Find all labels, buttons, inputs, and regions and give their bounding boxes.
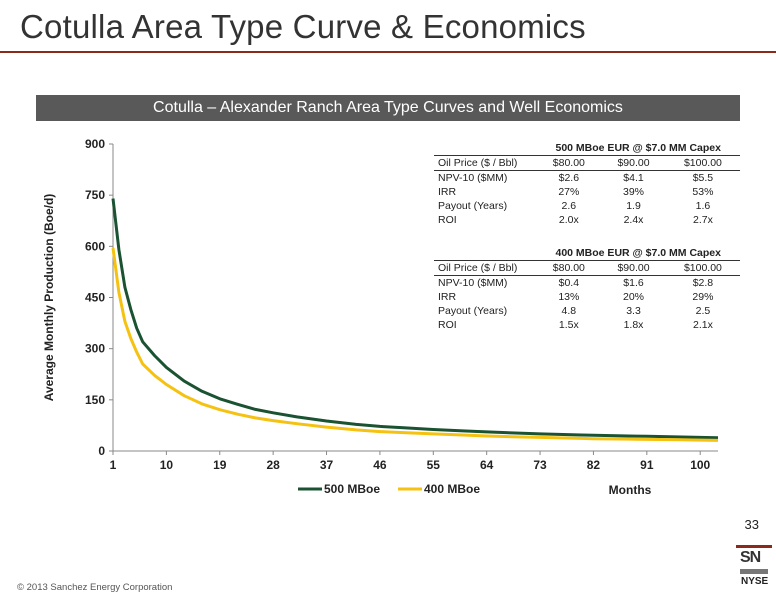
table-cell: 2.4x <box>623 214 644 226</box>
table-cell: 27% <box>558 186 580 198</box>
table-column-header: $90.00 <box>601 260 666 276</box>
x-tick-label: 55 <box>427 458 441 472</box>
x-tick-label: 46 <box>373 458 387 472</box>
row-label: ROI <box>438 214 457 226</box>
row-label: ROI <box>438 319 457 331</box>
table-row: NPV-10 ($MM) $2.6 $4.1 $5.5 <box>434 171 740 186</box>
table-row: IRR 27% 39% 53% <box>434 185 740 199</box>
x-tick-label: 37 <box>320 458 334 472</box>
logo-wordmark <box>740 569 768 574</box>
table-column-header: $80.00 <box>536 260 602 276</box>
x-tick-label: 28 <box>266 458 280 472</box>
table-row: Payout (Years) 4.8 3.3 2.5 <box>434 304 740 318</box>
table-cell: $2.6 <box>558 172 580 184</box>
table-title: 400 MBoe EUR @ $7.0 MM Capex <box>536 246 740 261</box>
y-tick-label: 300 <box>85 342 105 356</box>
table-row: Payout (Years) 2.6 1.9 1.6 <box>434 199 740 213</box>
y-tick-label: 750 <box>85 188 105 202</box>
table-cell: 1.8x <box>623 319 644 331</box>
x-tick-label: 82 <box>587 458 601 472</box>
table-cell: 13% <box>558 291 580 303</box>
table-column-header: Oil Price ($ / Bbl) <box>434 260 537 276</box>
x-tick-label: 10 <box>160 458 174 472</box>
x-tick-label: 64 <box>480 458 494 472</box>
slide-title: Cotulla Area Type Curve & Economics <box>20 8 586 45</box>
table-column-header: $90.00 <box>601 155 666 171</box>
table-cell: $2.8 <box>692 277 714 289</box>
table-title: 500 MBoe EUR @ $7.0 MM Capex <box>536 141 740 156</box>
x-tick-label: 1 <box>110 458 117 472</box>
table-row: ROI 1.5x 1.8x 2.1x <box>434 318 740 332</box>
table-cell: 4.8 <box>561 305 577 317</box>
economics-table-400: 400 MBoe EUR @ $7.0 MM Capex Oil Price (… <box>434 246 740 332</box>
chart-banner: Cotulla – Alexander Ranch Area Type Curv… <box>36 95 740 121</box>
legend-label: 500 MBoe <box>324 482 380 496</box>
table-column-header: $100.00 <box>665 260 740 276</box>
table-cell: $0.4 <box>558 277 580 289</box>
company-logo: SN NYSE <box>736 545 772 595</box>
table-row: ROI 2.0x 2.4x 2.7x <box>434 213 740 227</box>
exchange-label: NYSE <box>741 576 769 587</box>
series-line-500-mboe <box>111 198 719 440</box>
row-label: NPV-10 ($MM) <box>438 277 508 289</box>
table-cell: 1.6 <box>695 200 711 212</box>
table-cell: 2.5 <box>695 305 711 317</box>
table-cell: 2.0x <box>558 214 579 226</box>
table-cell: $4.1 <box>623 172 644 184</box>
logo-text: SN <box>740 549 761 566</box>
table-row: IRR 13% 20% 29% <box>434 290 740 304</box>
row-label: NPV-10 ($MM) <box>438 172 508 184</box>
x-tick-label: 100 <box>690 458 710 472</box>
row-label: IRR <box>438 291 457 303</box>
page-number: 33 <box>744 517 759 532</box>
table-cell: 3.3 <box>626 305 641 317</box>
table-cell: 2.1x <box>693 319 713 331</box>
table-cell: $5.5 <box>692 172 714 184</box>
y-tick-label: 900 <box>85 137 105 151</box>
row-label: IRR <box>438 186 457 198</box>
x-tick-label: 19 <box>213 458 227 472</box>
logo-bar <box>736 545 772 548</box>
y-axis-label: Average Monthly Production (Boe/d) <box>42 194 56 402</box>
title-divider <box>0 51 776 53</box>
table-cell: 2.7x <box>693 214 713 226</box>
x-tick-label: 91 <box>640 458 654 472</box>
legend-label: 400 MBoe <box>424 482 480 496</box>
table-cell: $1.6 <box>623 277 644 289</box>
table-cell: 39% <box>623 186 645 198</box>
table-column-header: $80.00 <box>536 155 602 171</box>
y-tick-label: 450 <box>85 291 105 305</box>
table-cell: 53% <box>692 186 714 198</box>
table-cell: 2.6 <box>561 200 577 212</box>
row-label: Payout (Years) <box>438 305 508 317</box>
row-label: Payout (Years) <box>438 200 508 212</box>
y-tick-label: 600 <box>85 239 105 253</box>
x-axis-label: Months <box>609 483 652 497</box>
y-tick-label: 150 <box>85 393 105 407</box>
table-column-header: $100.00 <box>665 155 740 171</box>
table-cell: 1.5x <box>558 319 579 331</box>
x-tick-label: 73 <box>533 458 547 472</box>
table-cell: 1.9 <box>626 200 641 212</box>
series-line-400-mboe <box>111 247 719 442</box>
copyright: © 2013 Sanchez Energy Corporation <box>17 582 173 593</box>
table-column-header: Oil Price ($ / Bbl) <box>434 155 537 171</box>
table-cell: 20% <box>623 291 645 303</box>
table-row: NPV-10 ($MM) $0.4 $1.6 $2.8 <box>434 276 740 291</box>
table-cell: 29% <box>692 291 714 303</box>
y-tick-label: 0 <box>98 444 105 458</box>
economics-table-500: 500 MBoe EUR @ $7.0 MM Capex Oil Price (… <box>434 141 740 227</box>
